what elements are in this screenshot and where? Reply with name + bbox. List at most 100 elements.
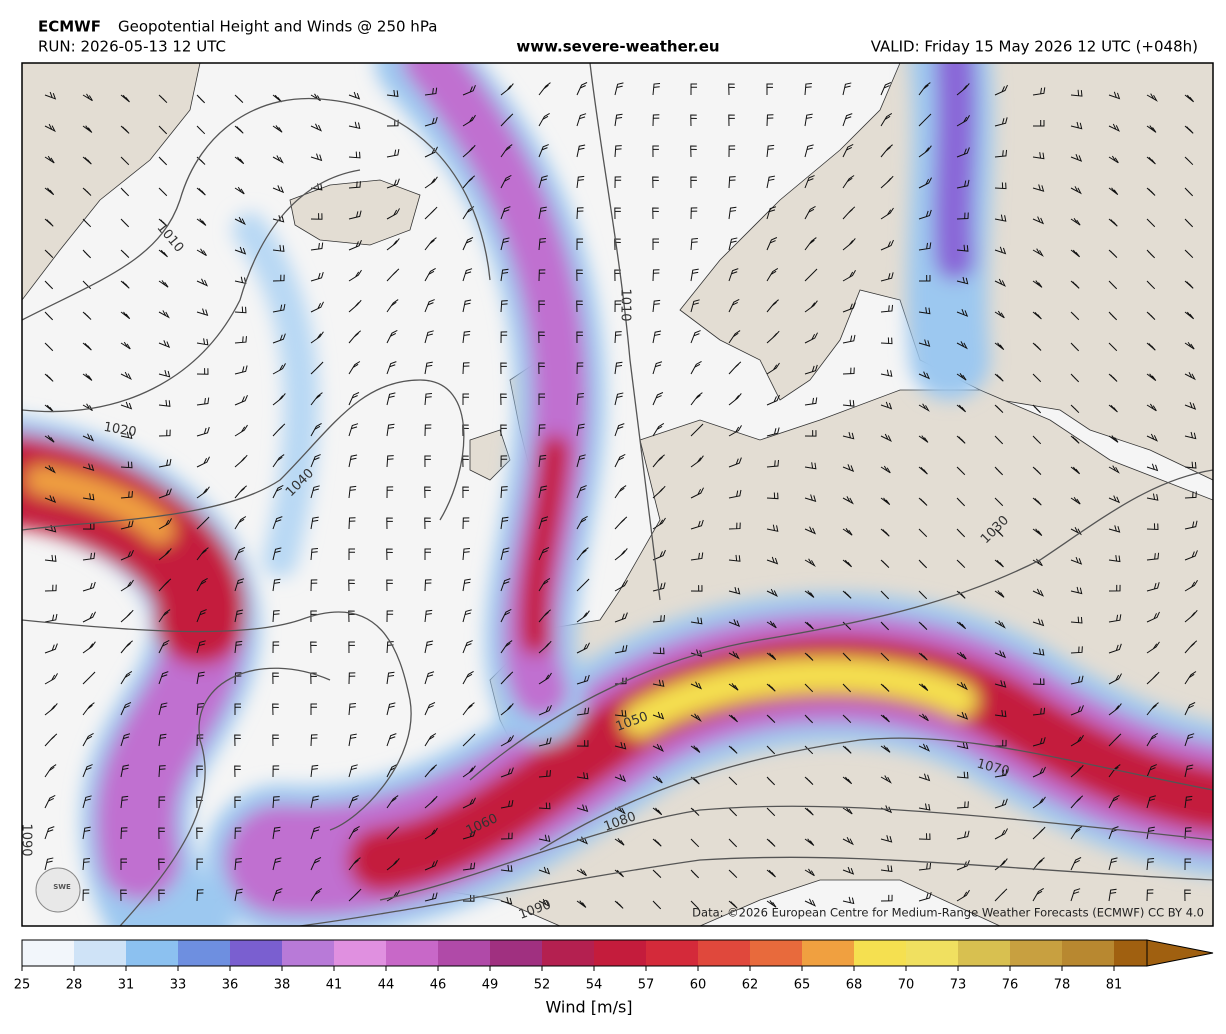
wind-barb bbox=[462, 862, 476, 871]
wind-barb bbox=[652, 392, 664, 406]
wind-barb bbox=[994, 310, 1005, 319]
wind-barb bbox=[1108, 614, 1122, 623]
wind-barb bbox=[918, 466, 928, 475]
wind-barb bbox=[348, 210, 362, 220]
wind-barb bbox=[728, 299, 740, 313]
wind-barb bbox=[1108, 795, 1120, 809]
wind-barb bbox=[918, 275, 931, 282]
wind-barb bbox=[1184, 610, 1198, 623]
wind-barb bbox=[538, 454, 547, 468]
wind-barb bbox=[576, 740, 589, 747]
wind-barb bbox=[234, 424, 248, 437]
wind-barb bbox=[690, 838, 700, 848]
wind-barb bbox=[880, 175, 894, 189]
wind-barb bbox=[652, 145, 659, 158]
wind-barb bbox=[538, 206, 547, 220]
colorbar-segment bbox=[912, 940, 920, 966]
wind-barb bbox=[348, 151, 361, 159]
wind-barb bbox=[614, 176, 622, 189]
wind-barb bbox=[614, 392, 624, 406]
wind-barb bbox=[842, 745, 852, 754]
wind-barb bbox=[424, 892, 438, 902]
wind-barb bbox=[44, 187, 55, 196]
wind-barb bbox=[158, 156, 168, 166]
colorbar-segment bbox=[1114, 940, 1119, 966]
wind-barb bbox=[348, 703, 357, 716]
wind-barb bbox=[1184, 431, 1197, 440]
wind-barb bbox=[804, 714, 814, 724]
wind-barb bbox=[272, 641, 280, 654]
wind-barb bbox=[120, 461, 133, 469]
wind-barb bbox=[1070, 218, 1081, 226]
wind-barb bbox=[386, 361, 397, 375]
wind-barb bbox=[234, 156, 245, 165]
wind-barb bbox=[690, 552, 704, 561]
wind-barb bbox=[652, 838, 662, 847]
wind-barb bbox=[234, 857, 243, 871]
wind-barb bbox=[272, 363, 286, 375]
colorbar-tick-label: 54 bbox=[586, 978, 603, 993]
wind-barb bbox=[158, 578, 172, 592]
wind-barb bbox=[1184, 579, 1198, 592]
wind-barb bbox=[234, 454, 248, 468]
wind-barb bbox=[196, 486, 210, 499]
wind-barb bbox=[310, 242, 324, 251]
colorbar-segment bbox=[152, 940, 159, 966]
wind-barb bbox=[386, 517, 393, 530]
wind-barb bbox=[842, 683, 852, 693]
wind-barb bbox=[1108, 373, 1118, 382]
wind-barb bbox=[1108, 584, 1121, 592]
colorbar-segment bbox=[672, 940, 679, 966]
colorbar-segment bbox=[483, 940, 491, 966]
wind-barb bbox=[272, 274, 285, 282]
wind-barb bbox=[918, 307, 931, 315]
wind-barb bbox=[728, 206, 737, 220]
wind-barb bbox=[994, 497, 1004, 507]
wind-barb bbox=[538, 898, 550, 908]
colorbar-segment bbox=[659, 940, 666, 966]
wind-barb bbox=[1108, 249, 1118, 258]
wind-barb bbox=[272, 423, 286, 437]
colorbar-segment bbox=[412, 940, 419, 966]
wind-barb bbox=[462, 578, 471, 592]
wind-barb bbox=[652, 269, 660, 282]
colorbar-segment bbox=[1138, 940, 1144, 966]
wind-barb bbox=[120, 371, 132, 381]
wind-barb bbox=[538, 362, 545, 375]
wind-barb bbox=[1070, 556, 1083, 565]
wind-barb bbox=[196, 308, 209, 317]
colorbar-segment bbox=[301, 940, 309, 966]
title: Geopotential Height and Winds @ 250 hPa bbox=[118, 18, 437, 36]
colorbar-tick-label: 41 bbox=[326, 978, 343, 993]
wind-barb bbox=[462, 237, 474, 251]
wind-barb bbox=[234, 609, 244, 623]
wind-barb bbox=[728, 176, 736, 189]
wind-barb bbox=[880, 835, 893, 843]
wind-barb bbox=[652, 743, 664, 753]
wind-barb bbox=[1032, 216, 1045, 225]
colorbar-segment bbox=[444, 940, 452, 966]
wind-barb bbox=[500, 113, 514, 127]
wind-barb bbox=[1032, 87, 1046, 96]
wind-barb bbox=[956, 244, 969, 252]
colorbar-tick-label: 25 bbox=[14, 978, 31, 993]
wind-barb bbox=[994, 373, 1004, 382]
colorbar-segment bbox=[418, 940, 426, 966]
wind-barb bbox=[690, 361, 702, 375]
wind-barb bbox=[82, 581, 96, 592]
colorbar-segment bbox=[945, 940, 952, 966]
wind-barb bbox=[310, 153, 323, 162]
wind-barb bbox=[1184, 401, 1197, 410]
wind-barb bbox=[652, 679, 665, 687]
colorbar-segment bbox=[295, 940, 302, 966]
colorbar-segment bbox=[613, 940, 621, 966]
wind-barbs bbox=[44, 82, 1198, 910]
contour-label: 1090 bbox=[19, 823, 34, 856]
wind-barb bbox=[918, 683, 929, 691]
colorbar-segment bbox=[217, 940, 224, 966]
wind-barb bbox=[576, 578, 590, 592]
wind-barb bbox=[272, 703, 279, 716]
wind-barb bbox=[1070, 186, 1082, 195]
wind-barb bbox=[82, 218, 92, 228]
colorbar-segment bbox=[938, 940, 946, 966]
